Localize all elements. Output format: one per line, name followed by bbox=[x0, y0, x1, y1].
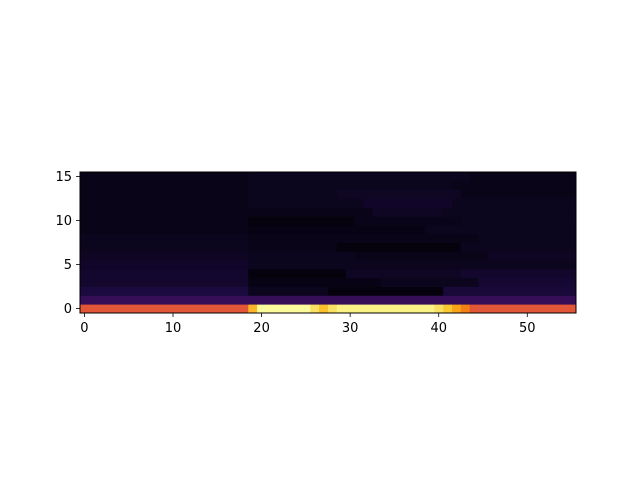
heatmap-cell bbox=[434, 304, 444, 314]
heatmap-cell bbox=[80, 172, 249, 182]
heatmap-cell bbox=[248, 216, 355, 226]
heatmap-cell bbox=[460, 216, 577, 226]
heatmap-cell bbox=[345, 268, 462, 279]
heatmap-cell bbox=[257, 304, 311, 314]
heatmap-cell bbox=[248, 251, 355, 261]
heatmap-cell bbox=[452, 198, 577, 208]
heatmap-cell bbox=[80, 207, 249, 217]
x-tick-label: 0 bbox=[80, 321, 88, 336]
heatmap-cell bbox=[248, 268, 347, 279]
heatmap-cell bbox=[425, 224, 577, 235]
heatmap-cell bbox=[80, 216, 249, 226]
heatmap-cell bbox=[80, 260, 249, 270]
x-tick-label: 10 bbox=[165, 321, 182, 336]
heatmap-cell bbox=[460, 242, 577, 252]
x-tick-label: 20 bbox=[253, 321, 270, 336]
heatmap-cell bbox=[469, 304, 577, 314]
heatmap-cell bbox=[80, 224, 249, 235]
heatmap-cell bbox=[248, 198, 364, 208]
heatmap-cell bbox=[248, 189, 338, 199]
heatmap-cell bbox=[80, 295, 577, 305]
heatmap-cell bbox=[381, 277, 479, 287]
heatmap-cell bbox=[248, 207, 373, 217]
heatmap-cell bbox=[248, 242, 338, 252]
heatmap-cell bbox=[354, 251, 488, 261]
heatmap-cell bbox=[80, 233, 249, 243]
heatmap-cell bbox=[80, 286, 249, 296]
heatmap-cell bbox=[80, 268, 249, 279]
heatmap-cell bbox=[80, 198, 249, 208]
heatmap-cell bbox=[460, 189, 577, 199]
heatmap-cell bbox=[487, 251, 577, 261]
x-tick-label: 40 bbox=[430, 321, 447, 336]
heatmap-cell bbox=[310, 304, 320, 314]
heatmap-cell bbox=[328, 304, 338, 314]
heatmap-cell bbox=[460, 304, 471, 314]
heatmap-cell bbox=[248, 172, 471, 182]
heatmap-cell bbox=[248, 233, 479, 243]
heatmap-cell bbox=[319, 304, 329, 314]
heatmap-cell bbox=[478, 277, 577, 287]
heatmap-cell bbox=[248, 180, 453, 191]
heatmap-cell bbox=[80, 180, 249, 191]
heatmap-cell bbox=[328, 286, 444, 296]
heatmap-cell bbox=[248, 224, 426, 235]
y-tick-label: 15 bbox=[55, 170, 72, 185]
heatmap-cell bbox=[469, 172, 577, 182]
heatmap-cell bbox=[80, 242, 249, 252]
heatmap-cell bbox=[443, 207, 577, 217]
x-axis-ticks: 0 10 20 30 40 50 bbox=[80, 313, 536, 336]
heatmap-cell bbox=[478, 233, 577, 243]
heatmap-cells bbox=[80, 172, 577, 314]
heatmap-cell bbox=[80, 304, 249, 314]
y-tick-label: 5 bbox=[64, 258, 72, 273]
heatmap-cell bbox=[248, 286, 329, 296]
y-tick-label: 10 bbox=[55, 214, 72, 229]
x-tick-label: 30 bbox=[342, 321, 359, 336]
heatmap-cell bbox=[452, 180, 577, 191]
heatmap-cell bbox=[443, 286, 577, 296]
heatmap-cell bbox=[372, 207, 444, 217]
heatmap-cell bbox=[354, 216, 462, 226]
heatmap-cell bbox=[80, 251, 249, 261]
heatmap-cell bbox=[460, 268, 577, 279]
heatmap-cell bbox=[248, 304, 258, 314]
heatmap-cell bbox=[336, 304, 435, 314]
axes-frame bbox=[79, 171, 577, 314]
heatmap-cell bbox=[336, 242, 462, 252]
x-tick-label: 50 bbox=[519, 321, 536, 336]
heatmap-cell bbox=[336, 189, 462, 199]
heatmap-cell bbox=[363, 198, 453, 208]
y-tick-label: 0 bbox=[64, 302, 72, 317]
heatmap-cell bbox=[80, 277, 249, 287]
y-axis-ticks: 0 5 10 15 bbox=[55, 170, 80, 317]
heatmap-cell bbox=[248, 260, 577, 270]
heatmap-cell bbox=[443, 304, 453, 314]
heatmap-cell bbox=[452, 304, 462, 314]
heatmap-cell bbox=[248, 277, 382, 287]
heatmap-cell bbox=[80, 189, 249, 199]
